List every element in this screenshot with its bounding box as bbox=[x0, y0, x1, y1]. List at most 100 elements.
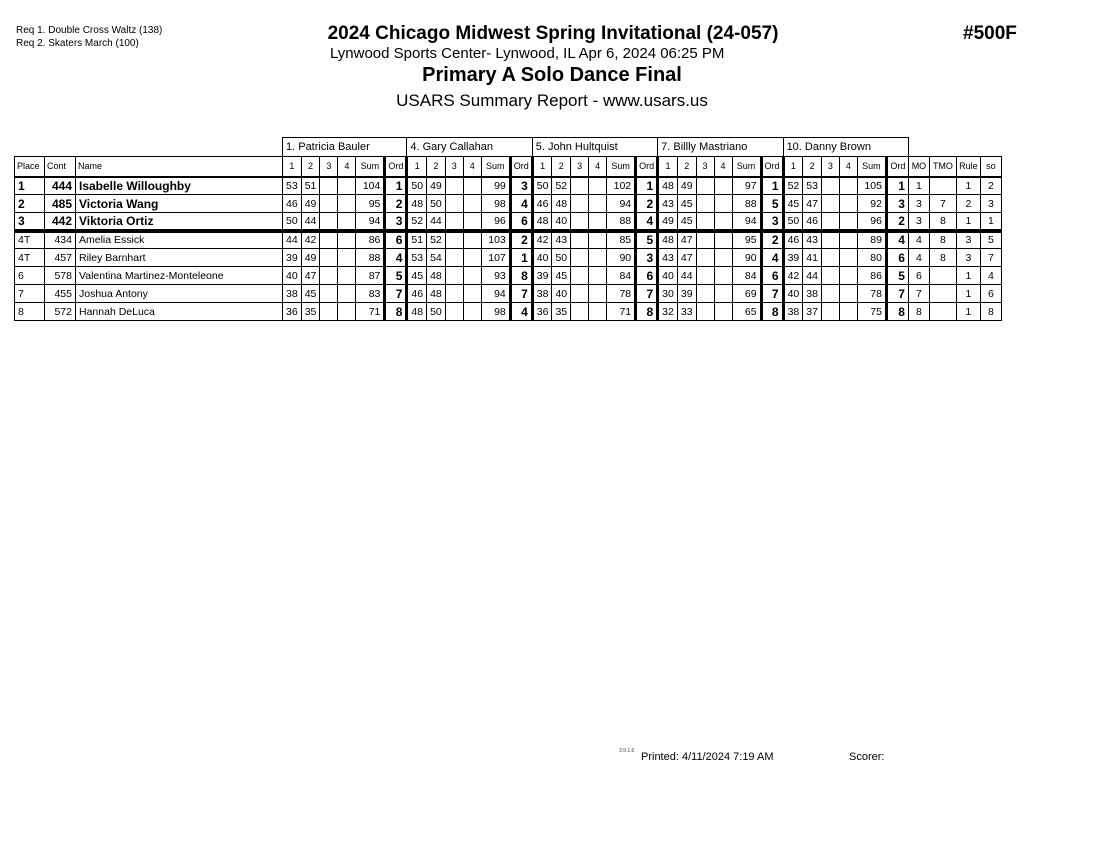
judge-sum: 98 bbox=[480, 194, 511, 213]
judge-score: 44 bbox=[426, 212, 446, 233]
judge-score: 45 bbox=[300, 284, 321, 303]
judge-ordinal: 1 bbox=[759, 176, 784, 195]
judge-score bbox=[695, 176, 715, 195]
judge-score: 30 bbox=[656, 284, 678, 303]
judge-sum: 90 bbox=[606, 248, 637, 267]
judge-ordinal: 2 bbox=[508, 230, 533, 249]
majority-ordinal: 7 bbox=[907, 284, 930, 303]
rule: 1 bbox=[955, 212, 981, 233]
judge-score: 46 bbox=[282, 194, 302, 213]
judge-sum: 86 bbox=[856, 266, 887, 285]
col-judge-1: 1 bbox=[282, 156, 302, 178]
col-judge-2: 2 bbox=[676, 156, 697, 178]
col-judge-3: 3 bbox=[820, 156, 840, 178]
judge-ordinal: 1 bbox=[383, 176, 408, 195]
judge-score: 35 bbox=[551, 302, 572, 321]
judge-sum: 69 bbox=[731, 284, 762, 303]
judge-sum: 96 bbox=[480, 212, 511, 233]
judge-score bbox=[444, 212, 464, 233]
judge-score bbox=[820, 194, 840, 213]
judge-sum: 99 bbox=[480, 176, 511, 195]
judge-score: 46 bbox=[405, 284, 428, 303]
judge-score bbox=[588, 176, 608, 195]
place: 4T bbox=[14, 248, 45, 267]
rule: 2 bbox=[955, 194, 981, 213]
report-title: USARS Summary Report - www.usars.us bbox=[396, 91, 708, 110]
contestant-number: 455 bbox=[44, 284, 76, 303]
judge-score: 50 bbox=[282, 212, 302, 233]
judge-score bbox=[570, 176, 590, 195]
judge-score: 43 bbox=[656, 194, 678, 213]
judge-score bbox=[319, 212, 339, 233]
judge-score bbox=[820, 284, 840, 303]
rule: 1 bbox=[955, 302, 981, 321]
majority-ordinal: 3 bbox=[907, 212, 930, 233]
judge-score: 49 bbox=[656, 212, 678, 233]
majority-ordinal: 4 bbox=[907, 230, 930, 249]
judge-score: 52 bbox=[426, 230, 446, 249]
judge-score: 44 bbox=[282, 230, 302, 249]
judge-score bbox=[713, 176, 733, 195]
majority-ordinal: 4 bbox=[907, 248, 930, 267]
column-header-row: Place Cont Name 1 2 3 4 Sum Ord 1 2 3 4 Sum Ord 1 2 3 4 Sum… bbox=[14, 156, 1002, 178]
judge-ordinal: 8 bbox=[634, 302, 659, 321]
col-tmo: TMO bbox=[928, 156, 957, 178]
judge-score bbox=[444, 194, 464, 213]
judge-ordinal: 7 bbox=[634, 284, 659, 303]
judge-score: 54 bbox=[426, 248, 446, 267]
judge-score bbox=[337, 230, 357, 249]
judge-score bbox=[444, 302, 464, 321]
contestant-number: 578 bbox=[44, 266, 76, 285]
judge-sum: 102 bbox=[606, 176, 637, 195]
table-row: 3 442 Viktoria Ortiz 50 44 94 3 52 44 96 6 48 40 88 4 4… bbox=[14, 212, 1002, 233]
total-majority-ordinal: 7 bbox=[928, 194, 957, 213]
blank bbox=[15, 138, 283, 157]
judge-score: 53 bbox=[405, 248, 428, 267]
judge-score bbox=[319, 194, 339, 213]
judge-score bbox=[713, 302, 733, 321]
judge-score bbox=[337, 212, 357, 233]
judge-score: 42 bbox=[300, 230, 321, 249]
judge-score bbox=[570, 266, 590, 285]
judge-score: 39 bbox=[781, 248, 804, 267]
skater-name: Hannah DeLuca bbox=[75, 302, 283, 321]
judge-score bbox=[695, 248, 715, 267]
judge-score: 49 bbox=[300, 248, 321, 267]
judge-score: 49 bbox=[676, 176, 697, 195]
table-row: 8 572 Hannah DeLuca 36 35 71 8 48 50 98 4 36 35 71 8 32… bbox=[14, 302, 1002, 321]
judge-score: 46 bbox=[530, 194, 553, 213]
judge-ordinal: 2 bbox=[634, 194, 659, 213]
judge-score: 38 bbox=[282, 284, 302, 303]
judge-score: 50 bbox=[551, 248, 572, 267]
judge-ordinal: 4 bbox=[634, 212, 659, 233]
place: 1 bbox=[14, 176, 45, 195]
judge-ordinal: 4 bbox=[759, 248, 784, 267]
col-judge-3: 3 bbox=[319, 156, 339, 178]
judge-score bbox=[588, 284, 608, 303]
judge-score bbox=[820, 212, 840, 233]
so: 4 bbox=[979, 266, 1002, 285]
judge-score: 44 bbox=[300, 212, 321, 233]
judge-score: 51 bbox=[405, 230, 428, 249]
judge-sum: 88 bbox=[606, 212, 637, 233]
judge-score: 46 bbox=[781, 230, 804, 249]
judge-score bbox=[838, 212, 858, 233]
judge-header-row: 1. Patricia Bauler 4. Gary Callahan 5. Joh… bbox=[15, 137, 1002, 157]
col-name: Name bbox=[75, 156, 283, 178]
judge-score bbox=[319, 230, 339, 249]
judge-score: 53 bbox=[282, 176, 302, 195]
judge-ordinal: 6 bbox=[634, 266, 659, 285]
table-row: 4T 457 Riley Barnhart 39 49 88 4 53 54 107 1 40 50 90… bbox=[14, 248, 1002, 267]
judge-score: 48 bbox=[426, 284, 446, 303]
judge-score bbox=[838, 194, 858, 213]
contestant-number: 572 bbox=[44, 302, 76, 321]
col-judge-2: 2 bbox=[426, 156, 446, 178]
col-judge-3: 3 bbox=[695, 156, 715, 178]
judge-score bbox=[444, 176, 464, 195]
judge-score bbox=[570, 194, 590, 213]
judge-ordinal: 3 bbox=[383, 212, 408, 233]
so: 3 bbox=[979, 194, 1002, 213]
majority-ordinal: 3 bbox=[907, 194, 930, 213]
contestant-number: 457 bbox=[44, 248, 76, 267]
table-row: 4T 434 Amelia Essick 44 42 86 6 51 52 103 2 42 43 85 5… bbox=[14, 230, 1002, 249]
